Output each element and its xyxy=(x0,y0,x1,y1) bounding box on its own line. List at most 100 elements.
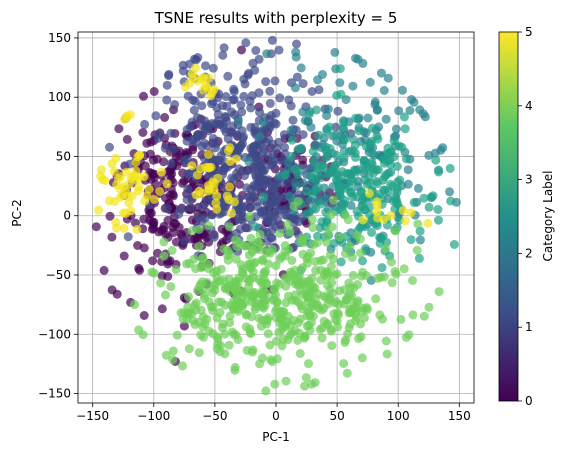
scatter-point xyxy=(203,141,213,151)
scatter-point xyxy=(253,151,263,161)
scatter-point xyxy=(140,119,150,129)
scatter-point xyxy=(179,176,189,186)
scatter-point xyxy=(379,86,389,95)
scatter-point xyxy=(213,109,223,119)
scatter-point xyxy=(254,245,264,255)
scatter-point xyxy=(373,213,382,223)
scatter-point xyxy=(224,222,234,232)
scatter-point xyxy=(174,223,184,232)
scatter-point xyxy=(166,282,176,292)
scatter-point xyxy=(408,276,417,285)
scatter-point xyxy=(269,156,279,166)
scatter-point xyxy=(113,174,123,184)
scatter-point xyxy=(386,257,396,267)
scatter-point xyxy=(105,211,115,221)
scatter-point xyxy=(196,330,206,340)
scatter-point xyxy=(377,263,387,273)
scatter-point xyxy=(182,259,192,269)
scatter-point xyxy=(344,308,354,318)
scatter-point xyxy=(255,132,265,141)
scatter-point xyxy=(161,290,170,300)
scatter-point xyxy=(383,73,393,83)
scatter-point xyxy=(197,254,207,264)
scatter-point xyxy=(419,311,429,321)
scatter-point xyxy=(423,218,433,228)
scatter-point xyxy=(261,386,271,396)
scatter-point xyxy=(190,96,200,106)
colorbar-tick-label: 5 xyxy=(525,25,533,39)
scatter-point xyxy=(323,228,333,238)
scatter-point xyxy=(424,302,434,312)
scatter-point xyxy=(250,65,260,75)
scatter-point xyxy=(393,177,403,187)
scatter-point xyxy=(91,222,101,232)
x-tick-label: −100 xyxy=(137,409,170,423)
scatter-point xyxy=(241,38,251,48)
scatter-point xyxy=(300,331,310,341)
scatter-point xyxy=(341,295,351,305)
scatter-point xyxy=(386,147,395,157)
y-tick-label: −50 xyxy=(46,268,71,282)
scatter-point xyxy=(128,172,138,182)
scatter-point xyxy=(247,288,257,298)
scatter-point xyxy=(237,126,247,136)
scatter-point xyxy=(401,154,411,164)
scatter-point xyxy=(326,210,336,220)
scatter-point xyxy=(382,156,392,166)
scatter-point xyxy=(336,257,346,267)
scatter-point xyxy=(240,79,250,89)
scatter-point xyxy=(340,134,350,144)
scatter-point xyxy=(267,181,277,190)
scatter-point xyxy=(187,69,197,79)
scatter-point xyxy=(431,155,441,165)
scatter-point xyxy=(225,249,235,259)
scatter-point xyxy=(161,350,171,360)
scatter-point xyxy=(290,178,300,187)
y-tick-label: −150 xyxy=(38,387,71,401)
scatter-point xyxy=(250,222,260,231)
scatter-point xyxy=(180,236,190,246)
scatter-point xyxy=(179,321,189,331)
scatter-point xyxy=(394,106,404,116)
scatter-point xyxy=(272,354,282,364)
scatter-point xyxy=(293,196,303,206)
scatter-point xyxy=(337,171,347,181)
scatter-point xyxy=(380,185,390,195)
scatter-point xyxy=(252,197,262,207)
scatter-point xyxy=(446,196,456,206)
scatter-point xyxy=(251,46,261,55)
scatter-point xyxy=(311,105,321,115)
scatter-point xyxy=(362,305,372,315)
scatter-point xyxy=(414,253,424,263)
scatter-point xyxy=(232,293,242,303)
scatter-point xyxy=(255,289,265,299)
scatter-point xyxy=(231,154,241,164)
scatter-point xyxy=(339,285,349,295)
scatter-point xyxy=(212,332,222,342)
scatter-point xyxy=(282,204,291,214)
scatter-point xyxy=(237,45,246,55)
scatter-point xyxy=(149,220,159,230)
scatter-point xyxy=(243,223,253,233)
scatter-point xyxy=(184,292,193,302)
scatter-point xyxy=(280,142,290,152)
scatter-point xyxy=(398,206,408,215)
scatter-point xyxy=(376,68,386,78)
scatter-point xyxy=(298,130,308,140)
scatter-point xyxy=(217,224,227,234)
scatter-point xyxy=(309,240,319,250)
scatter-point xyxy=(258,117,268,127)
scatter-point xyxy=(168,355,178,365)
scatter-point xyxy=(313,75,323,85)
scatter-point xyxy=(255,229,265,239)
scatter-point xyxy=(319,316,329,326)
scatter-point xyxy=(219,43,229,53)
scatter-point xyxy=(307,189,317,199)
scatter-point xyxy=(346,187,356,197)
scatter-point xyxy=(346,200,356,210)
scatter-point xyxy=(311,257,320,266)
scatter-point xyxy=(148,256,158,266)
scatter-point xyxy=(378,314,387,324)
scatter-point xyxy=(187,226,197,236)
scatter-point xyxy=(206,162,216,172)
